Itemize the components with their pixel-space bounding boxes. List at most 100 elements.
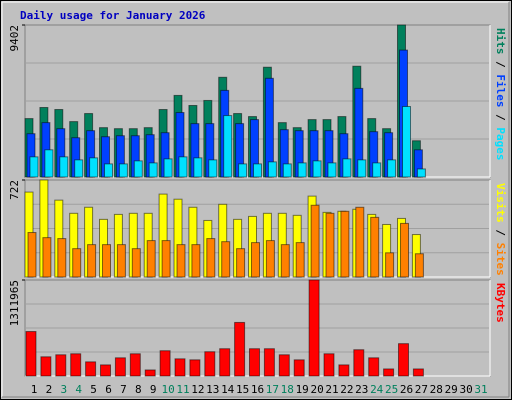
x-tick-label: 7 (120, 383, 127, 396)
bar (282, 163, 292, 178)
legend-entry: Sites (494, 243, 507, 276)
x-tick-label: 14 (221, 383, 235, 396)
bar (55, 354, 67, 377)
bar (293, 359, 305, 377)
bar (402, 105, 411, 178)
bar (338, 364, 350, 377)
bar (176, 244, 186, 278)
bar (251, 242, 260, 278)
bar (116, 244, 126, 278)
bar (278, 354, 290, 377)
bar (133, 160, 143, 178)
bar (27, 232, 37, 278)
bar (412, 368, 424, 377)
x-tick-label: 3 (60, 383, 67, 396)
bar (312, 160, 322, 178)
bar (323, 353, 335, 377)
x-tick-label: 8 (135, 383, 142, 396)
bar (387, 159, 397, 178)
legend-entry: Files (494, 74, 507, 107)
legend: Hits / Files / Pages (494, 28, 507, 161)
bar (368, 357, 380, 377)
bar (308, 279, 320, 377)
x-tick-label: 9 (150, 383, 157, 396)
legend-entry: Hits (494, 28, 507, 55)
bar (208, 159, 218, 178)
bar (353, 349, 365, 377)
x-tick-label: 19 (296, 383, 309, 396)
bar (357, 159, 367, 178)
bar (129, 353, 141, 377)
bar (25, 331, 37, 377)
bar (163, 158, 173, 178)
bar (59, 156, 69, 178)
bar (372, 162, 382, 178)
legend-entry: KBytes (494, 283, 507, 323)
x-tick-label: 16 (251, 383, 264, 396)
bar (265, 240, 275, 278)
bar (221, 241, 231, 278)
bar (159, 350, 171, 377)
bar (161, 240, 171, 278)
bar (85, 361, 97, 377)
bar (263, 348, 275, 377)
bar (267, 161, 277, 178)
x-tick-label: 18 (281, 383, 294, 396)
bar (44, 149, 54, 178)
bar (74, 159, 84, 178)
y-tick-label: 1311965 (8, 280, 21, 326)
x-tick-label: 2 (46, 383, 53, 396)
bar (189, 359, 201, 377)
x-tick-label: 6 (105, 383, 112, 396)
bar (253, 163, 262, 178)
bar (383, 368, 395, 377)
bar (118, 163, 128, 178)
bar (206, 238, 216, 278)
bar (40, 356, 52, 377)
bar (72, 248, 82, 278)
bar (236, 248, 246, 278)
legend-entry: Pages (494, 127, 507, 160)
chart-title: Daily usage for January 2026 (20, 9, 206, 22)
legend: Visits / Sites (494, 183, 507, 276)
bar (57, 238, 67, 278)
x-tick-label: 26 (400, 383, 413, 396)
x-tick-label: 28 (430, 383, 443, 396)
bar (204, 351, 216, 377)
bar (310, 204, 320, 278)
x-tick-label: 10 (161, 383, 174, 396)
x-tick-label: 12 (191, 383, 204, 396)
bar (385, 252, 395, 278)
bar (144, 369, 156, 377)
x-tick-label: 20 (310, 383, 323, 396)
x-tick-label: 1 (31, 383, 38, 396)
bar (146, 240, 156, 278)
bar (70, 353, 82, 377)
bar (87, 244, 97, 278)
bar (414, 253, 424, 278)
y-tick-label: 9402 (8, 25, 21, 52)
x-tick-label: 11 (176, 383, 189, 396)
bar (295, 242, 305, 278)
bar (193, 157, 203, 178)
x-tick-label: 24 (370, 383, 384, 396)
bar (340, 210, 350, 278)
y-tick-label: 722 (8, 180, 21, 200)
bar (342, 158, 352, 178)
bar (234, 321, 246, 377)
bar (131, 248, 141, 278)
x-tick-label: 31 (474, 383, 487, 396)
bar (29, 156, 39, 178)
bar (102, 244, 111, 278)
x-tick-label: 25 (385, 383, 398, 396)
bar (370, 216, 380, 278)
bar (297, 162, 307, 178)
bar (398, 343, 409, 377)
bar (114, 357, 126, 377)
bar (100, 364, 111, 377)
bar (42, 237, 52, 278)
bar (400, 222, 409, 278)
legend: KBytes (494, 283, 507, 323)
legend-entry: Visits (494, 183, 507, 223)
